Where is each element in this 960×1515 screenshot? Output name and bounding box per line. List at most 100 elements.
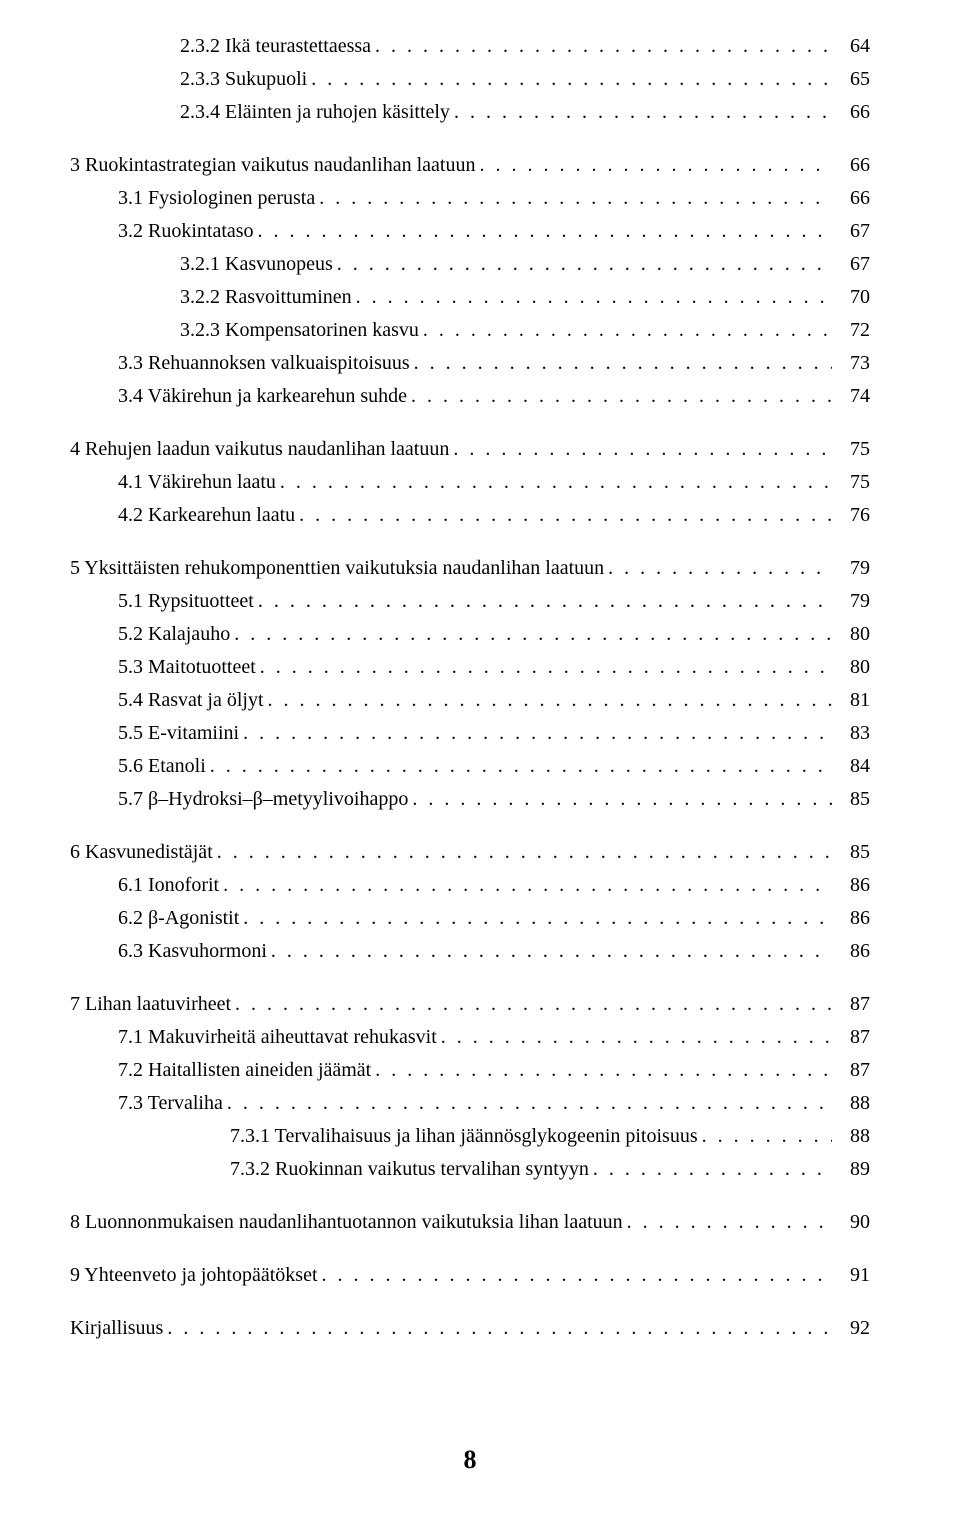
toc-entry-page: 92 [838,1312,870,1345]
toc-gap [70,1186,870,1206]
toc-leader-dots [423,314,832,347]
toc-entry: 2.3.4 Eläinten ja ruhojen käsittely66 [70,96,870,129]
toc-entry: 3.3 Rehuannoksen valkuaispitoisuus 73 [70,347,870,380]
toc-leader-dots [271,935,832,968]
toc-entry-page: 67 [838,215,870,248]
toc-entry-label: 3.2 Ruokintataso [118,215,254,248]
toc-entry: 5.5 E-vitamiini 83 [70,717,870,750]
toc-entry-label: 5.4 Rasvat ja öljyt [118,684,264,717]
toc-leader-dots [258,585,832,618]
toc-entry: 5 Yksittäisten rehukomponenttien vaikutu… [70,552,870,585]
toc-entry-label: 5.1 Rypsituotteet [118,585,254,618]
toc-entry: 6.1 Ionoforit 86 [70,869,870,902]
toc-entry-label: 6 Kasvunedistäjät [70,836,213,869]
toc-leader-dots [258,215,832,248]
toc-entry-label: 4 Rehujen laadun vaikutus naudanlihan la… [70,433,449,466]
toc-leader-dots [441,1021,832,1054]
toc-entry: 6.2 β-Agonistit 86 [70,902,870,935]
toc-entry-page: 67 [838,248,870,281]
toc-entry-page: 86 [838,902,870,935]
toc-leader-dots [322,1259,832,1292]
toc-entry-page: 85 [838,783,870,816]
toc-entry: 3.2 Ruokintataso 67 [70,215,870,248]
toc-leader-dots [210,750,832,783]
page-number: 8 [70,1445,870,1475]
toc-entry-page: 79 [838,552,870,585]
toc-entry-page: 66 [838,149,870,182]
toc-entry-label: 2.3.2 Ikä teurastettaessa [180,30,371,63]
toc-entry-page: 70 [838,281,870,314]
toc-entry-label: 5.2 Kalajauho [118,618,230,651]
toc-entry-label: 7.3.1 Tervalihaisuus ja lihan jäännösgly… [230,1120,698,1153]
toc-entry-label: 6.2 β-Agonistit [118,902,239,935]
toc-entry-label: 3.1 Fysiologinen perusta [118,182,315,215]
toc-entry-label: 6.1 Ionoforit [118,869,219,902]
toc-leader-dots [227,1087,832,1120]
toc-entry-label: 5.5 E-vitamiini [118,717,239,750]
toc-entry: 3 Ruokintastrategian vaikutus naudanliha… [70,149,870,182]
toc-entry-label: 4.2 Karkearehun laatu [118,499,295,532]
toc-leader-dots [217,836,832,869]
toc-leader-dots [702,1120,832,1153]
toc-entry-label: 7.1 Makuvirheitä aiheuttavat rehukasvit [118,1021,437,1054]
toc-leader-dots [453,433,832,466]
toc-gap [70,968,870,988]
toc-entry-page: 66 [838,182,870,215]
toc-entry: 9 Yhteenveto ja johtopäätökset91 [70,1259,870,1292]
toc-entry: 7 Lihan laatuvirheet87 [70,988,870,1021]
toc-leader-dots [356,281,832,314]
toc-entry-page: 79 [838,585,870,618]
toc-leader-dots [280,466,832,499]
toc-entry-page: 85 [838,836,870,869]
toc-entry-label: 2.3.3 Sukupuoli [180,63,307,96]
toc-entry: 4.2 Karkearehun laatu76 [70,499,870,532]
toc-leader-dots [223,869,832,902]
toc-entry: 5.6 Etanoli84 [70,750,870,783]
toc-entry-page: 65 [838,63,870,96]
toc-entry-label: 3.3 Rehuannoksen valkuaispitoisuus [118,347,410,380]
toc-entry: 5.2 Kalajauho 80 [70,618,870,651]
toc-entry-page: 73 [838,347,870,380]
toc-entry-page: 66 [838,96,870,129]
toc-entry-page: 87 [838,1021,870,1054]
toc-entry-page: 87 [838,988,870,1021]
toc-entry-label: 8 Luonnonmukaisen naudanlihantuotannon v… [70,1206,623,1239]
toc-leader-dots [454,96,832,129]
toc-entry-label: Kirjallisuus [70,1312,163,1345]
toc-entry-page: 86 [838,869,870,902]
toc-entry-page: 87 [838,1054,870,1087]
toc-entry-page: 86 [838,935,870,968]
toc-entry-label: 6.3 Kasvuhormoni [118,935,267,968]
toc-entry-page: 80 [838,618,870,651]
toc-entry: 2.3.2 Ikä teurastettaessa64 [70,30,870,63]
toc-entry: 5.7 β–Hydroksi–β–metyylivoihappo85 [70,783,870,816]
toc-gap [70,1239,870,1259]
toc-entry: 7.2 Haitallisten aineiden jäämät87 [70,1054,870,1087]
toc-entry-page: 83 [838,717,870,750]
toc-entry: 4.1 Väkirehun laatu75 [70,466,870,499]
toc-gap [70,413,870,433]
toc-entry-page: 75 [838,466,870,499]
toc-entry-page: 91 [838,1259,870,1292]
toc-entry: 3.1 Fysiologinen perusta 66 [70,182,870,215]
toc-entry-label: 7.3.2 Ruokinnan vaikutus tervalihan synt… [230,1153,589,1186]
toc-leader-dots [375,30,832,63]
toc-leader-dots [243,902,832,935]
toc-entry-label: 3.2.3 Kompensatorinen kasvu [180,314,419,347]
toc-entry: 5.3 Maitotuotteet80 [70,651,870,684]
toc-entry: Kirjallisuus 92 [70,1312,870,1345]
toc-leader-dots [243,717,832,750]
toc-entry: 3.2.1 Kasvunopeus67 [70,248,870,281]
toc-leader-dots [412,783,832,816]
toc-leader-dots [627,1206,832,1239]
toc-entry-page: 89 [838,1153,870,1186]
toc-entry-label: 3.2.2 Rasvoittuminen [180,281,352,314]
toc-entry: 8 Luonnonmukaisen naudanlihantuotannon v… [70,1206,870,1239]
toc-leader-dots [319,182,832,215]
toc-leader-dots [311,63,832,96]
toc-entry-page: 74 [838,380,870,413]
toc-entry: 2.3.3 Sukupuoli 65 [70,63,870,96]
toc-entry-label: 3 Ruokintastrategian vaikutus naudanliha… [70,149,475,182]
toc-entry: 4 Rehujen laadun vaikutus naudanlihan la… [70,433,870,466]
toc-leader-dots [411,380,832,413]
